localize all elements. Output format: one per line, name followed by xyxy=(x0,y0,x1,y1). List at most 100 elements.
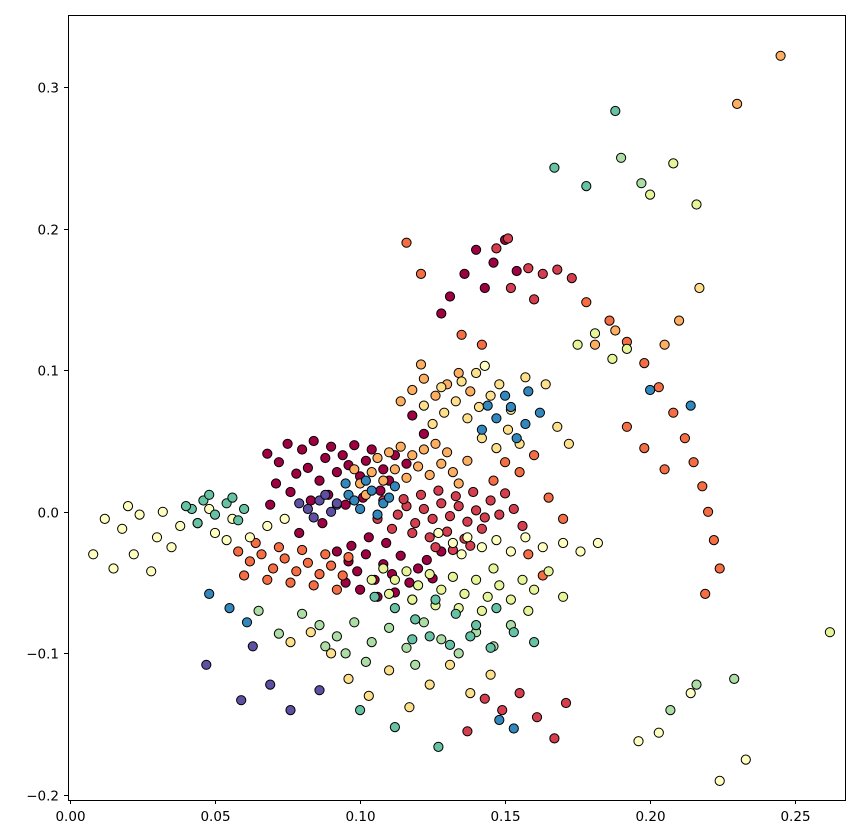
scatter-point xyxy=(410,518,421,529)
scatter-point xyxy=(308,512,319,523)
scatter-point xyxy=(462,532,473,543)
scatter-point xyxy=(386,523,398,534)
scatter-point xyxy=(360,549,371,560)
scatter-point xyxy=(331,584,342,595)
scatter-point xyxy=(201,659,212,670)
scatter-point xyxy=(297,444,308,455)
scatter-point xyxy=(326,648,337,659)
scatter-point xyxy=(645,384,656,396)
scatter-point xyxy=(227,492,238,503)
scatter-point xyxy=(697,481,708,492)
scatter-point xyxy=(471,367,482,379)
scatter-point xyxy=(389,722,400,733)
scatter-point xyxy=(462,726,473,737)
scatter-point xyxy=(404,577,415,588)
scatter-point xyxy=(534,407,546,418)
scatter-point xyxy=(241,617,253,628)
scatter-point xyxy=(384,622,395,634)
scatter-point xyxy=(668,407,679,418)
scatter-point xyxy=(505,282,516,294)
scatter-point xyxy=(236,695,247,706)
scatter-point xyxy=(456,329,467,340)
scatter-point xyxy=(346,540,357,551)
scatter-point xyxy=(273,457,284,468)
scatter-point xyxy=(543,566,554,577)
scatter-point xyxy=(378,563,389,574)
scatter-point xyxy=(421,554,432,566)
scatter-point xyxy=(418,503,429,515)
scatter-point xyxy=(413,563,424,574)
scatter-point xyxy=(433,527,444,539)
scatter-point xyxy=(558,591,569,602)
scatter-point xyxy=(151,532,163,543)
scatter-point xyxy=(209,527,221,539)
scatter-point xyxy=(398,494,409,505)
scatter-point xyxy=(444,659,456,670)
scatter-point xyxy=(439,407,450,418)
scatter-point xyxy=(285,705,296,716)
scatter-point xyxy=(581,297,592,308)
scatter-point xyxy=(389,464,400,475)
scatter-point xyxy=(494,714,505,726)
scatter-point xyxy=(566,273,577,284)
scatter-point xyxy=(363,690,374,702)
scatter-point xyxy=(453,478,464,489)
scatter-point xyxy=(604,315,615,326)
scatter-point xyxy=(366,444,377,455)
scatter-point xyxy=(99,513,110,525)
scatter-point xyxy=(491,443,502,454)
scatter-point xyxy=(297,608,308,619)
scatter-point xyxy=(491,413,502,424)
scatter-point xyxy=(381,537,392,549)
scatter-point xyxy=(401,458,412,469)
scatter-point xyxy=(337,570,348,581)
scatter-point xyxy=(418,617,429,628)
scatter-point xyxy=(349,617,360,628)
scatter-point xyxy=(581,181,592,192)
scatter-point xyxy=(430,542,441,553)
scatter-point xyxy=(326,506,337,517)
scatter-point xyxy=(375,485,386,496)
scatter-point xyxy=(502,424,514,435)
scatter-point xyxy=(285,486,296,498)
scatter-point xyxy=(122,501,134,512)
scatter-point xyxy=(340,648,351,659)
scatter-point xyxy=(407,527,418,539)
scatter-point xyxy=(468,486,479,498)
scatter-point xyxy=(320,549,331,560)
scatter-point xyxy=(436,308,447,319)
scatter-point xyxy=(442,526,453,537)
y-tick-label: 0.3 xyxy=(38,80,59,96)
scatter-point xyxy=(407,634,418,645)
scatter-point xyxy=(392,509,403,520)
scatter-point xyxy=(378,475,389,486)
scatter-point xyxy=(668,158,679,169)
scatter-point xyxy=(462,455,473,466)
scatter-point xyxy=(253,605,264,617)
scatter-point xyxy=(436,458,447,469)
scatter-point xyxy=(395,396,406,407)
scatter-point xyxy=(575,546,586,557)
scatter-point xyxy=(447,467,458,478)
scatter-point xyxy=(355,705,366,716)
scatter-point xyxy=(404,702,415,713)
scatter-point xyxy=(146,566,157,577)
scatter-point xyxy=(494,379,505,390)
scatter-point xyxy=(592,537,604,549)
scatter-point xyxy=(128,549,139,560)
scatter-point xyxy=(485,669,496,680)
scatter-point xyxy=(703,506,714,517)
scatter-point xyxy=(494,580,505,591)
scatter-point xyxy=(349,440,360,451)
scatter-point xyxy=(407,410,418,421)
scatter-point xyxy=(355,503,366,515)
scatter-point xyxy=(653,382,664,393)
scatter-point xyxy=(291,566,302,577)
scatter-point xyxy=(459,588,470,600)
scatter-point xyxy=(320,641,331,652)
scatter-point xyxy=(360,656,371,668)
scatter-point xyxy=(265,499,276,510)
scatter-point xyxy=(616,152,627,163)
scatter-point xyxy=(180,501,192,512)
scatter-point xyxy=(610,105,621,117)
